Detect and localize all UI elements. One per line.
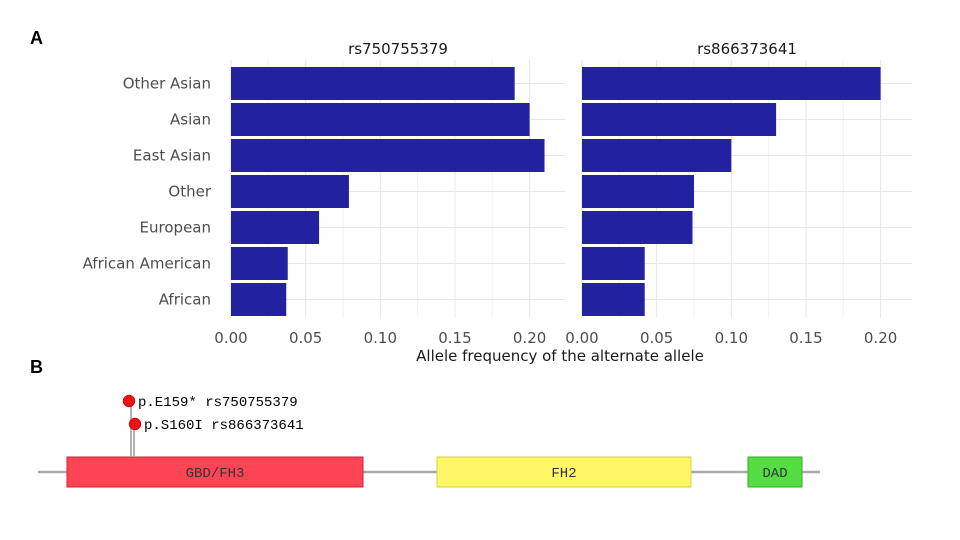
domain-fh2 [436, 456, 692, 488]
bar-other-asian [582, 67, 881, 100]
bar-asian [231, 103, 530, 136]
bar-asian [582, 103, 777, 136]
bar-east-asian [231, 139, 545, 172]
bar-east-asian [582, 139, 732, 172]
facet-2: 0.00 0.05 0.10 0.15 0.20 rs866373641 [565, 40, 912, 347]
bar-african-american [231, 247, 288, 280]
facet-title: rs750755379 [348, 40, 448, 58]
mutation-marker [122, 394, 136, 408]
category-label: Asian [170, 111, 211, 129]
panel-a-label: A [30, 28, 43, 48]
x-tick-label: 0.05 [289, 329, 322, 347]
x-tick-label: 0.20 [513, 329, 546, 347]
bar-african-american [582, 247, 645, 280]
domain-gbd-fh3 [66, 456, 364, 488]
x-axis-title: Allele frequency of the alternate allele [416, 347, 704, 365]
x-tick-label: 0.00 [214, 329, 247, 347]
mutation-label: p.S160I rs866373641 [144, 418, 304, 434]
bar-african [582, 283, 645, 316]
bar-other [231, 175, 349, 208]
x-tick-label: 0.00 [565, 329, 598, 347]
facet-title: rs866373641 [697, 40, 797, 58]
x-tick-label: 0.10 [715, 329, 748, 347]
x-tick-label: 0.15 [438, 329, 471, 347]
protein-diagram: GBD/FH3 FH2 DAD p.E159* rs750755379 p.S160I … [38, 394, 820, 488]
mutation-marker [128, 417, 142, 431]
bar-other [582, 175, 694, 208]
category-label: European [140, 219, 211, 237]
bar-other-asian [231, 67, 515, 100]
x-tick-label: 0.05 [640, 329, 673, 347]
x-tick-label: 0.15 [789, 329, 822, 347]
panel-b-label: B [30, 357, 43, 377]
category-label: African American [83, 255, 211, 273]
mutation-label: p.E159* rs750755379 [138, 395, 298, 411]
bar-european [582, 211, 693, 244]
facet-1: 0.00 0.05 0.10 0.15 0.20 rs750755379 Other Asi… [83, 40, 565, 347]
bar-chart-facets: 0.00 0.05 0.10 0.15 0.20 rs750755379 Other Asi… [83, 40, 912, 347]
bar-european [231, 211, 320, 244]
x-tick-label: 0.20 [864, 329, 897, 347]
bar-african [231, 283, 287, 316]
category-label: Other Asian [123, 75, 211, 93]
domain-dad [747, 456, 803, 488]
domain-label: GBD/FH3 [186, 466, 245, 482]
category-label: East Asian [133, 147, 211, 165]
x-tick-label: 0.10 [364, 329, 397, 347]
domain-label: FH2 [551, 466, 576, 482]
category-label: African [159, 291, 211, 309]
domain-label: DAD [762, 466, 787, 482]
category-label: Other [168, 183, 211, 201]
